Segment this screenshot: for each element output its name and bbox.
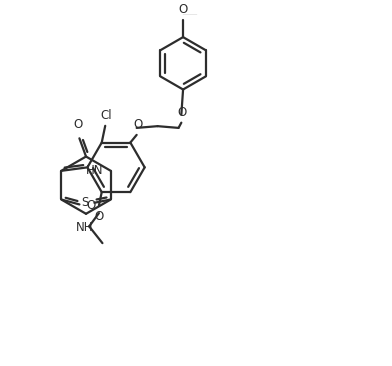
Text: O: O	[94, 210, 103, 223]
Text: NH: NH	[76, 221, 93, 235]
Text: O: O	[133, 118, 142, 131]
Text: O: O	[87, 199, 96, 212]
Text: O: O	[178, 106, 187, 119]
Text: O: O	[74, 118, 83, 131]
Text: Cl: Cl	[100, 109, 112, 122]
Text: HN: HN	[85, 164, 103, 177]
Text: S: S	[81, 197, 89, 209]
Text: O: O	[178, 3, 188, 16]
